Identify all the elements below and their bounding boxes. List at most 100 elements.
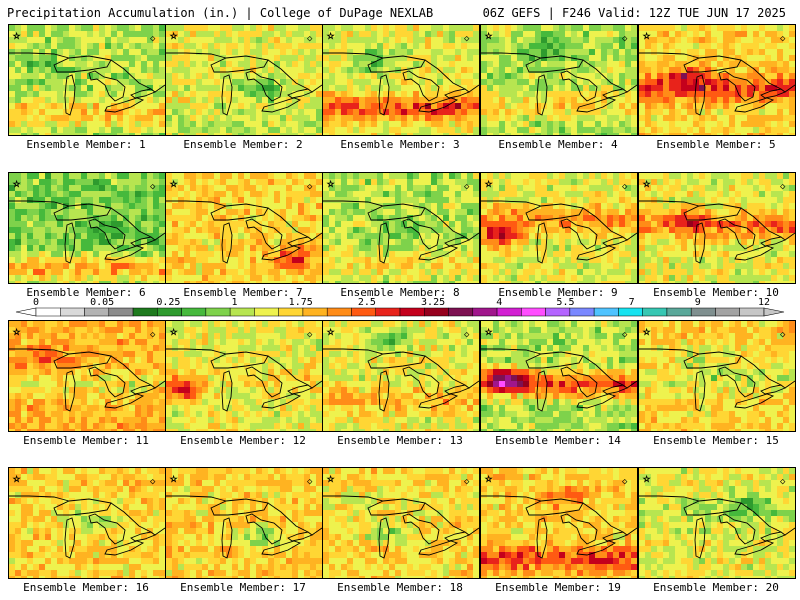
- map-star-icon: ☆: [643, 324, 650, 338]
- precipitation-field: ☆ ◇: [481, 25, 637, 135]
- map-diamond-icon: ◇: [307, 34, 313, 44]
- map-star-icon: ☆: [13, 176, 20, 190]
- ensemble-member-map: ☆ ◇: [638, 467, 796, 579]
- colorbar-segment: [60, 307, 85, 317]
- colorbar-segment: [157, 307, 182, 317]
- precipitation-field: ☆ ◇: [9, 468, 165, 578]
- great-lakes-outline: [9, 52, 165, 116]
- precipitation-field: ☆ ◇: [166, 468, 322, 578]
- colorbar-segment: [496, 307, 522, 317]
- ensemble-member-map: ☆ ◇: [322, 320, 480, 432]
- ensemble-member-map: ☆ ◇: [165, 467, 323, 579]
- ensemble-member-label: Ensemble Member: 20: [653, 581, 779, 594]
- ensemble-member-map: ☆ ◇: [8, 24, 166, 136]
- ensemble-member-label: Ensemble Member: 5: [656, 138, 776, 151]
- ensemble-member-map: ☆ ◇: [8, 467, 166, 579]
- ensemble-member-label: Ensemble Member: 10: [653, 286, 779, 299]
- colorbar-segment: [424, 307, 449, 317]
- colorbar-tick-label: 0.25: [156, 297, 180, 308]
- ensemble-member-map: ☆ ◇: [8, 172, 166, 284]
- colorbar-segment: [278, 307, 304, 317]
- great-lakes-outline: [166, 200, 322, 264]
- map-diamond-icon: ◇: [150, 477, 156, 487]
- great-lakes-outline: [639, 348, 795, 412]
- ensemble-member-label: Ensemble Member: 6: [26, 286, 146, 299]
- map-star-icon: ☆: [170, 176, 177, 190]
- chart-title: Precipitation Accumulation (in.) | Colle…: [7, 6, 434, 20]
- precipitation-field: ☆ ◇: [639, 173, 795, 283]
- ensemble-member-map: ☆ ◇: [165, 320, 323, 432]
- map-star-icon: ☆: [485, 28, 492, 42]
- ensemble-member-map: ☆ ◇: [322, 172, 480, 284]
- map-diamond-icon: ◇: [622, 477, 628, 487]
- colorbar-segment: [132, 307, 158, 317]
- map-diamond-icon: ◇: [150, 34, 156, 44]
- precipitation-field: ☆ ◇: [166, 173, 322, 283]
- map-star-icon: ☆: [643, 471, 650, 485]
- colorbar-tick-label: 1: [232, 297, 238, 308]
- ensemble-member-label: Ensemble Member: 9: [498, 286, 618, 299]
- ensemble-member-label: Ensemble Member: 18: [337, 581, 463, 594]
- colorbar-segment: [569, 307, 595, 317]
- ensemble-member-map: ☆ ◇: [638, 172, 796, 284]
- map-star-icon: ☆: [13, 324, 20, 338]
- colorbar-segment: [545, 307, 571, 317]
- colorbar-tick-label: 4: [496, 297, 502, 308]
- ensemble-member-map: ☆ ◇: [638, 24, 796, 136]
- colorbar-segment: [326, 307, 352, 317]
- map-diamond-icon: ◇: [622, 34, 628, 44]
- colorbar-tick-label: 1.75: [289, 297, 313, 308]
- great-lakes-outline: [9, 348, 165, 412]
- colorbar-tick-label: 3.25: [421, 297, 445, 308]
- great-lakes-outline: [323, 52, 479, 116]
- map-star-icon: ☆: [327, 471, 334, 485]
- map-diamond-icon: ◇: [464, 330, 470, 340]
- model-run-valid-time: 06Z GEFS | F246 Valid: 12Z TUE JUN 17 20…: [482, 6, 786, 20]
- map-diamond-icon: ◇: [622, 330, 628, 340]
- map-star-icon: ☆: [643, 176, 650, 190]
- great-lakes-outline: [481, 495, 637, 559]
- precipitation-field: ☆ ◇: [323, 25, 479, 135]
- colorbar-segment: [521, 307, 546, 317]
- map-star-icon: ☆: [170, 324, 177, 338]
- colorbar-segment: [448, 307, 474, 317]
- map-star-icon: ☆: [643, 28, 650, 42]
- map-star-icon: ☆: [327, 28, 334, 42]
- colorbar-tick-label: 0.05: [90, 297, 114, 308]
- ensemble-member-label: Ensemble Member: 14: [495, 434, 621, 447]
- precipitation-field: ☆ ◇: [166, 25, 322, 135]
- map-star-icon: ☆: [327, 324, 334, 338]
- colorbar-segment: [593, 307, 619, 317]
- great-lakes-outline: [166, 52, 322, 116]
- ensemble-member-label: Ensemble Member: 13: [337, 434, 463, 447]
- great-lakes-outline: [166, 495, 322, 559]
- map-diamond-icon: ◇: [150, 330, 156, 340]
- ensemble-member-map: ☆ ◇: [322, 24, 480, 136]
- map-star-icon: ☆: [485, 324, 492, 338]
- map-star-icon: ☆: [485, 176, 492, 190]
- precipitation-field: ☆ ◇: [9, 25, 165, 135]
- colorbar-segment: [254, 307, 279, 317]
- colorbar-segment: [229, 307, 255, 317]
- colorbar-segment: [375, 307, 401, 317]
- colorbar-segment: [108, 307, 134, 317]
- precipitation-field: ☆ ◇: [481, 173, 637, 283]
- precipitation-field: ☆ ◇: [481, 321, 637, 431]
- ensemble-member-map: ☆ ◇: [480, 467, 638, 579]
- map-diamond-icon: ◇: [150, 182, 156, 192]
- great-lakes-outline: [323, 348, 479, 412]
- map-star-icon: ☆: [485, 471, 492, 485]
- colorbar-segment: [35, 307, 61, 317]
- great-lakes-outline: [639, 495, 795, 559]
- map-diamond-icon: ◇: [780, 34, 786, 44]
- precipitation-field: ☆ ◇: [9, 321, 165, 431]
- precipitation-field: ☆ ◇: [166, 321, 322, 431]
- ensemble-member-label: Ensemble Member: 1: [26, 138, 146, 151]
- map-star-icon: ☆: [170, 28, 177, 42]
- colorbar-tick-label: 0: [33, 297, 39, 308]
- map-star-icon: ☆: [170, 471, 177, 485]
- great-lakes-outline: [639, 52, 795, 116]
- map-star-icon: ☆: [327, 176, 334, 190]
- colorbar-segment: [715, 307, 740, 317]
- ensemble-member-map: ☆ ◇: [165, 24, 323, 136]
